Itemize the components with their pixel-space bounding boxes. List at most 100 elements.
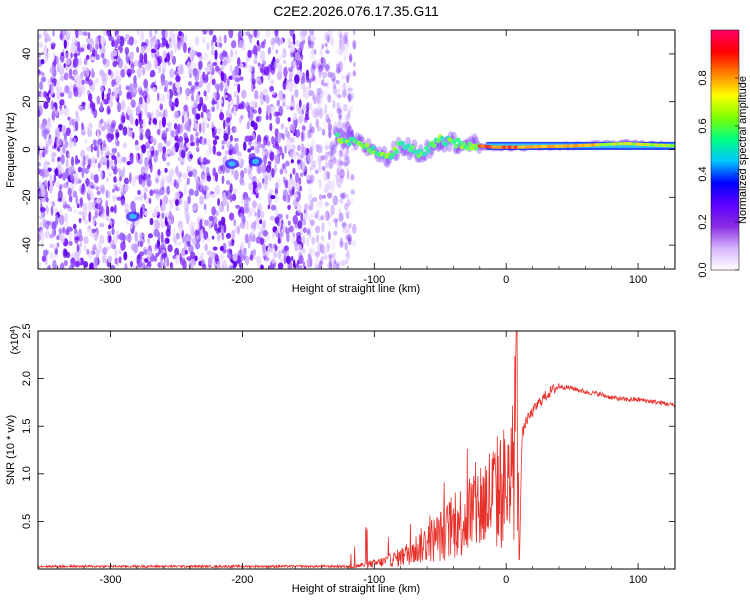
noise-speck — [315, 234, 320, 243]
noise-speck — [208, 215, 215, 221]
noise-speck — [233, 137, 239, 142]
noise-speck — [76, 231, 81, 236]
ridge-halo — [329, 141, 336, 152]
noise-speck — [346, 234, 352, 242]
noise-speck — [50, 100, 54, 110]
noise-speck — [149, 146, 154, 152]
noise-speck — [336, 178, 341, 184]
noise-speck — [127, 39, 130, 45]
noise-speck — [331, 179, 335, 188]
noise-speck — [343, 152, 347, 163]
colorbar-label: Normalized spectral amplitude — [737, 76, 749, 224]
noise-speck — [112, 194, 117, 202]
noise-speck — [211, 126, 218, 136]
noise-speck — [151, 87, 157, 92]
noise-speck — [119, 35, 125, 47]
noise-speck — [45, 55, 48, 64]
noise-speck — [236, 255, 241, 264]
noise-speck — [156, 194, 161, 202]
noise-speck — [147, 233, 154, 239]
noise-speck — [340, 84, 345, 92]
noise-speck — [218, 42, 223, 48]
noise-speck — [133, 75, 137, 84]
noise-speck — [221, 163, 226, 175]
noise-speck — [134, 196, 140, 201]
noise-speck — [344, 208, 350, 218]
noise-speck — [333, 157, 337, 165]
noise-speck — [346, 249, 350, 259]
noise-speck — [90, 193, 95, 200]
noise-speck — [38, 142, 41, 147]
noise-speck — [279, 54, 283, 60]
noise-speck — [65, 251, 71, 259]
noise-speck — [324, 31, 329, 41]
noise-speck — [116, 196, 122, 201]
noise-speck — [315, 169, 319, 175]
noise-speck — [140, 45, 145, 55]
noise-speck — [52, 259, 57, 269]
noise-speck — [299, 158, 303, 170]
noise-speck — [198, 60, 203, 70]
noise-speck — [89, 99, 94, 109]
noise-speck — [65, 228, 70, 236]
noise-speck — [150, 48, 157, 54]
noise-speck — [140, 30, 145, 42]
noise-speck — [282, 222, 286, 230]
noise-speck — [307, 152, 311, 162]
noise-speck — [351, 223, 357, 234]
noise-speck — [100, 53, 105, 59]
noise-speck — [335, 47, 340, 55]
noise-speck — [79, 242, 83, 247]
noise-speck — [144, 141, 151, 149]
noise-speck — [143, 192, 147, 200]
noise-speck — [165, 127, 169, 132]
noise-speck — [76, 244, 80, 252]
noise-speck — [211, 106, 216, 113]
noise-speck — [271, 43, 275, 51]
noise-speck — [105, 189, 109, 199]
noise-speck — [291, 123, 296, 134]
noise-speck — [182, 42, 187, 54]
noise-speck — [198, 123, 202, 134]
noise-speck — [148, 197, 152, 205]
noise-speck — [166, 257, 170, 268]
noise-speck — [328, 130, 333, 138]
noise-speck — [219, 245, 225, 252]
noise-speck — [45, 33, 51, 42]
noise-speck — [269, 215, 276, 221]
noise-speck — [209, 146, 212, 155]
noise-speck — [105, 177, 110, 183]
noise-speck — [192, 238, 197, 246]
noise-speck — [186, 177, 190, 186]
noise-speck — [100, 149, 104, 156]
noise-speck — [339, 32, 343, 43]
noise-speck — [133, 243, 138, 254]
noise-speck — [338, 48, 344, 56]
noise-speck — [54, 109, 59, 116]
noise-speck — [263, 38, 267, 45]
noise-speck — [78, 217, 82, 224]
noise-speck — [126, 105, 131, 116]
noise-speck — [225, 121, 231, 128]
noise-speck — [206, 250, 212, 256]
noise-speck — [121, 115, 126, 124]
noise-speck — [303, 266, 307, 269]
noise-speck — [71, 36, 78, 45]
noise-speck — [308, 79, 312, 89]
noise-speck — [301, 145, 307, 156]
noise-speck — [157, 142, 163, 153]
noise-speck — [92, 243, 97, 251]
noise-speck — [338, 175, 344, 184]
ridge-core — [465, 145, 471, 151]
noise-speck — [234, 127, 237, 133]
noise-speck — [302, 218, 307, 226]
noise-speck — [276, 99, 281, 107]
noise-speck — [83, 69, 87, 77]
noise-speck — [332, 99, 336, 109]
noise-speck — [246, 104, 251, 113]
noise-speck — [168, 37, 172, 43]
noise-speck — [44, 230, 51, 239]
noise-speck — [258, 107, 262, 115]
noise-speck — [145, 171, 149, 182]
noise-speck — [43, 101, 49, 110]
